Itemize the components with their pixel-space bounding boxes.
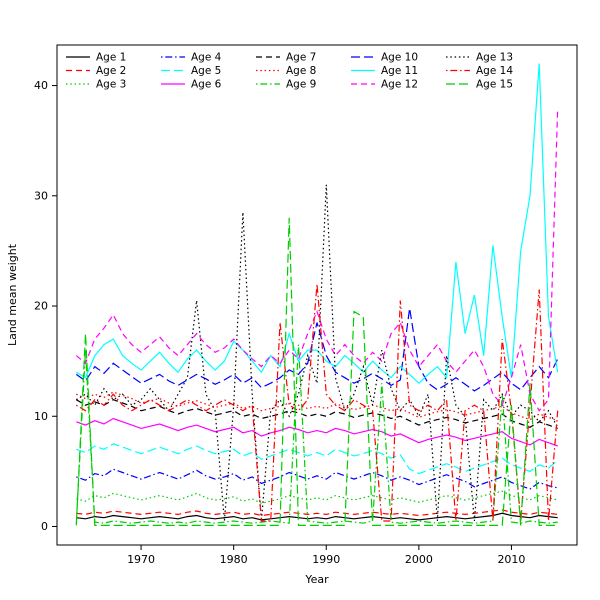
legend-label-age-11: Age 11 — [381, 65, 418, 77]
series-line-age-11 — [75, 63, 559, 385]
series-line-age-14 — [75, 283, 559, 522]
legend-label-age-10: Age 10 — [381, 52, 418, 64]
y-tick-label: 10 — [34, 410, 48, 423]
legend-label-age-4: Age 4 — [191, 52, 222, 64]
x-tick-label: 2010 — [497, 553, 525, 566]
series-line-age-10 — [75, 308, 559, 392]
y-tick-label: 30 — [34, 189, 48, 202]
legend-label-age-6: Age 6 — [191, 79, 222, 91]
series-line-age-1 — [76, 512, 558, 521]
legend-label-age-15: Age 15 — [476, 79, 513, 91]
plot-box — [56, 44, 578, 546]
legend-label-age-7: Age 7 — [286, 52, 316, 64]
legend-label-age-13: Age 13 — [476, 52, 513, 64]
series-line-age-3 — [76, 490, 558, 504]
x-axis-title: Year — [304, 573, 329, 586]
series-line-age-6 — [76, 417, 558, 447]
x-tick-label: 1970 — [127, 553, 155, 566]
y-tick-label: 40 — [34, 79, 48, 92]
legend-label-age-8: Age 8 — [286, 65, 316, 77]
x-tick-label: 1990 — [312, 553, 340, 566]
x-tick-label: 2000 — [405, 553, 433, 566]
series-line-age-12 — [75, 107, 559, 412]
legend-label-age-14: Age 14 — [476, 65, 513, 77]
y-axis-title: Land mean weight — [6, 243, 19, 346]
series-line-age-15 — [75, 217, 558, 527]
series-line-age-13 — [75, 184, 559, 522]
series-line-age-7 — [75, 399, 558, 429]
x-tick-label: 1980 — [220, 553, 248, 566]
y-tick-label: 20 — [34, 300, 48, 313]
legend-label-age-12: Age 12 — [381, 79, 418, 91]
legend-label-age-5: Age 5 — [191, 65, 221, 77]
series-line-age-2 — [76, 509, 558, 517]
legend-label-age-3: Age 3 — [96, 79, 126, 91]
legend-label-age-9: Age 9 — [286, 79, 316, 91]
series-line-age-5 — [76, 443, 559, 475]
series-line-age-4 — [76, 468, 558, 490]
legend-label-age-2: Age 2 — [96, 65, 126, 77]
y-tick-label: 0 — [41, 520, 48, 533]
series-line-age-8 — [76, 391, 558, 422]
legend-label-age-1: Age 1 — [96, 52, 126, 64]
